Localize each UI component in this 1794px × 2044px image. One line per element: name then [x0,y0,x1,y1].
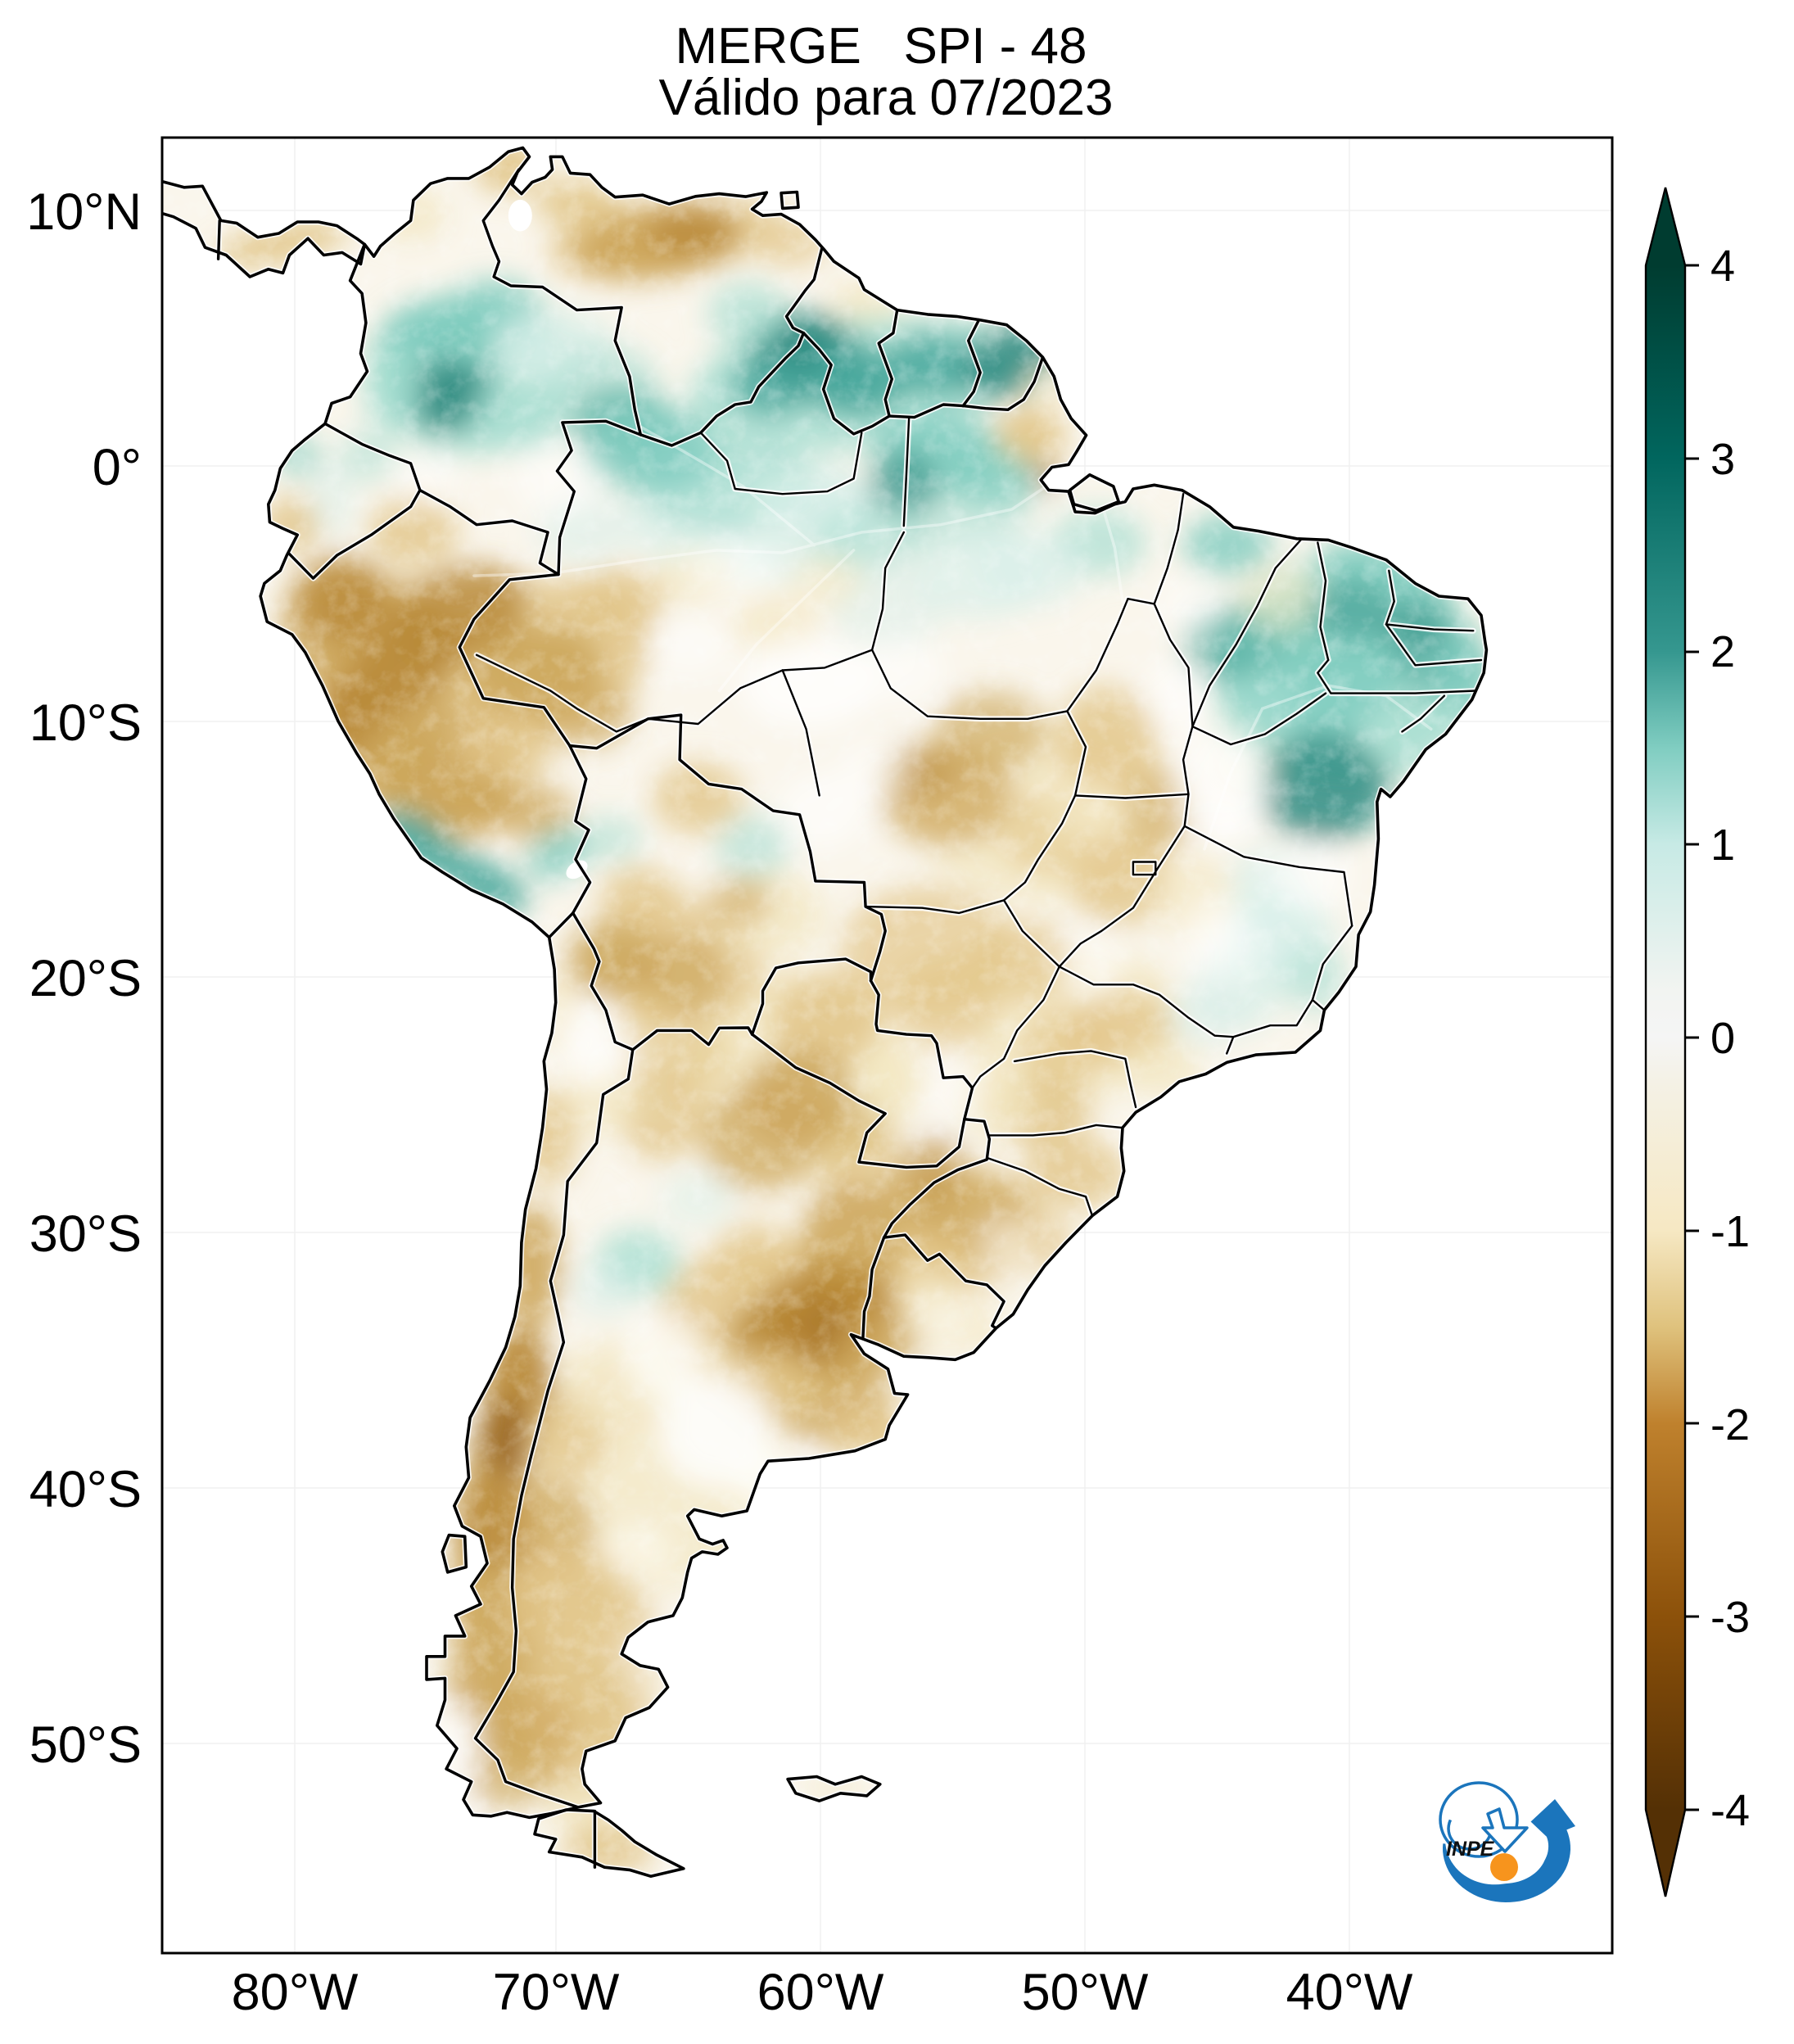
svg-text:40°S: 40°S [29,1461,142,1518]
svg-text:-1: -1 [1710,1207,1750,1256]
svg-text:20°S: 20°S [29,950,142,1007]
svg-text:30°S: 30°S [29,1205,142,1263]
svg-text:60°W: 60°W [757,1964,884,2021]
svg-text:50°S: 50°S [29,1716,142,1774]
svg-text:Válido para 07/2023: Válido para 07/2023 [658,70,1113,126]
svg-text:50°W: 50°W [1022,1964,1149,2021]
svg-text:-4: -4 [1710,1786,1750,1835]
svg-text:INPE: INPE [1446,1838,1495,1861]
svg-text:0: 0 [1710,1014,1735,1063]
svg-text:10°N: 10°N [26,183,142,241]
svg-text:-2: -2 [1710,1400,1750,1449]
svg-text:2: 2 [1710,627,1735,676]
svg-text:1: 1 [1710,821,1735,870]
svg-text:-3: -3 [1710,1593,1750,1642]
svg-text:40°W: 40°W [1286,1964,1413,2021]
svg-text:10°S: 10°S [29,694,142,752]
svg-text:70°W: 70°W [493,1964,620,2021]
svg-text:3: 3 [1710,435,1735,484]
svg-text:MERGE SPI - 48: MERGE SPI - 48 [675,18,1087,75]
svg-text:80°W: 80°W [232,1964,359,2021]
svg-text:0°: 0° [93,439,142,496]
svg-text:4: 4 [1710,242,1735,291]
